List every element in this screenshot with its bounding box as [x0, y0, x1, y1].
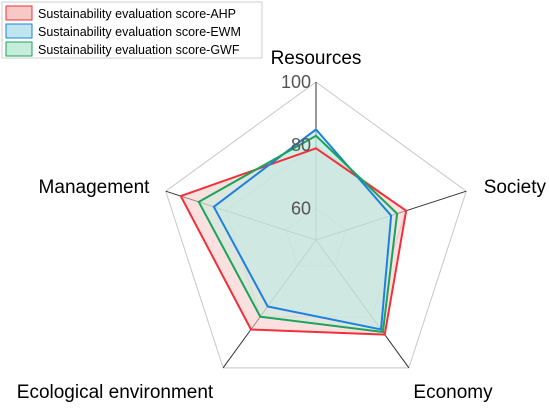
axis-label: Society — [484, 177, 547, 198]
series-line — [197, 134, 399, 334]
axis-label: Resources — [271, 48, 362, 69]
legend-label-gwf: Sustainability evaluation score-GWF — [38, 43, 240, 57]
axis-label: Management — [39, 177, 151, 198]
radial-tick-label: 100 — [281, 72, 311, 92]
legend-label-ahp: Sustainability evaluation score-AHP — [38, 7, 236, 21]
radial-tick-label: 80 — [291, 135, 311, 155]
legend-swatch-ewm — [5, 23, 33, 39]
axis-label: Ecological environment — [17, 382, 214, 403]
radar-series — [179, 128, 408, 336]
series-area — [198, 135, 398, 333]
legend-item: Sustainability evaluation score-EWM — [5, 23, 241, 39]
legend-item: Sustainability evaluation score-AHP — [5, 5, 236, 21]
legend-swatch-ahp — [5, 5, 33, 21]
grid-ring — [165, 81, 467, 369]
series-line — [179, 147, 408, 336]
series-line — [212, 128, 393, 331]
axis-labels: Resources Society Economy Ecological enviro… — [17, 48, 547, 403]
axis-label: Economy — [413, 382, 493, 403]
legend-box — [1, 1, 263, 59]
legend: Sustainability evaluation score-AHP Sust… — [1, 1, 263, 59]
radial-ticks: 60 80 100 — [281, 72, 311, 218]
legend-item: Sustainability evaluation score-GWF — [5, 41, 240, 57]
radial-tick-label: 60 — [291, 198, 311, 218]
legend-label-ewm: Sustainability evaluation score-EWM — [38, 25, 241, 39]
legend-swatch-gwf — [5, 41, 33, 57]
